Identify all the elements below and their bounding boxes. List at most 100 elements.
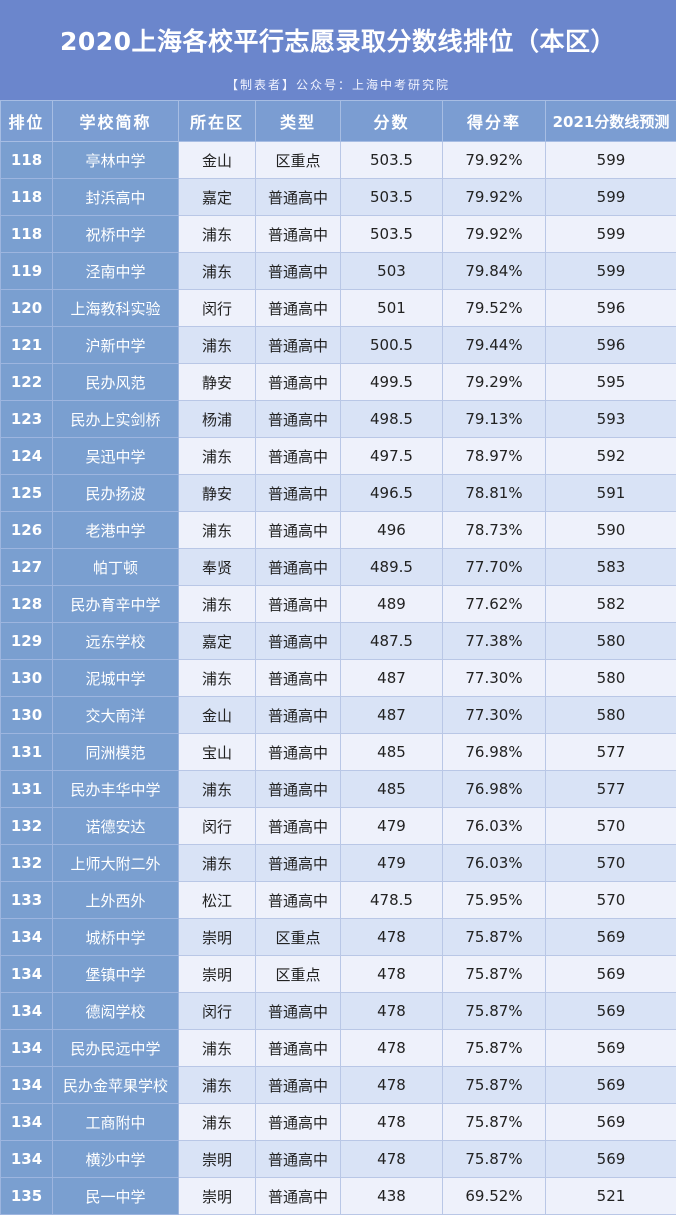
- rate-cell: 77.70%: [443, 549, 546, 586]
- type-cell: 普通高中: [256, 586, 341, 623]
- type-cell: 普通高中: [256, 253, 341, 290]
- type-cell: 普通高中: [256, 549, 341, 586]
- rate-cell: 79.29%: [443, 364, 546, 401]
- district-cell: 浦东: [179, 771, 256, 808]
- district-cell: 崇明: [179, 956, 256, 993]
- district-cell: 杨浦: [179, 401, 256, 438]
- district-cell: 静安: [179, 364, 256, 401]
- score-cell: 478.5: [341, 882, 443, 919]
- type-cell: 普通高中: [256, 438, 341, 475]
- rank-cell: 132: [1, 808, 53, 845]
- rate-cell: 75.87%: [443, 993, 546, 1030]
- type-cell: 区重点: [256, 919, 341, 956]
- score-cell: 478: [341, 1067, 443, 1104]
- prediction-cell: 580: [546, 697, 676, 734]
- type-cell: 普通高中: [256, 808, 341, 845]
- district-cell: 浦东: [179, 660, 256, 697]
- school-cell: 德闳学校: [53, 993, 179, 1030]
- prediction-cell: 577: [546, 771, 676, 808]
- rate-cell: 75.87%: [443, 1141, 546, 1178]
- score-cell: 489.5: [341, 549, 443, 586]
- school-cell: 民一中学: [53, 1178, 179, 1215]
- district-cell: 浦东: [179, 327, 256, 364]
- prediction-cell: 592: [546, 438, 676, 475]
- school-cell: 横沙中学: [53, 1141, 179, 1178]
- school-cell: 民办育辛中学: [53, 586, 179, 623]
- prediction-cell: 599: [546, 179, 676, 216]
- rate-cell: 78.97%: [443, 438, 546, 475]
- prediction-cell: 580: [546, 660, 676, 697]
- prediction-cell: 599: [546, 216, 676, 253]
- type-cell: 普通高中: [256, 771, 341, 808]
- rate-cell: 69.52%: [443, 1178, 546, 1215]
- district-cell: 浦东: [179, 845, 256, 882]
- type-cell: 普通高中: [256, 475, 341, 512]
- rank-cell: 118: [1, 179, 53, 216]
- page-subtitle: 【制表者】公众号：上海中考研究院: [0, 76, 676, 93]
- prediction-cell: 569: [546, 993, 676, 1030]
- district-cell: 金山: [179, 697, 256, 734]
- district-cell: 浦东: [179, 438, 256, 475]
- rate-cell: 77.38%: [443, 623, 546, 660]
- school-cell: 工商附中: [53, 1104, 179, 1141]
- rate-cell: 79.92%: [443, 142, 546, 179]
- prediction-cell: 596: [546, 290, 676, 327]
- district-cell: 崇明: [179, 1178, 256, 1215]
- rank-cell: 129: [1, 623, 53, 660]
- prediction-cell: 582: [546, 586, 676, 623]
- prediction-cell: 569: [546, 1141, 676, 1178]
- header-type: 类型: [256, 101, 341, 142]
- rank-cell: 134: [1, 993, 53, 1030]
- score-cell: 485: [341, 771, 443, 808]
- score-cell: 479: [341, 845, 443, 882]
- rank-cell: 134: [1, 1067, 53, 1104]
- score-cell: 478: [341, 919, 443, 956]
- rate-cell: 75.87%: [443, 956, 546, 993]
- district-cell: 嘉定: [179, 623, 256, 660]
- score-cell: 497.5: [341, 438, 443, 475]
- rank-cell: 134: [1, 1104, 53, 1141]
- header-district: 所在区: [179, 101, 256, 142]
- score-cell: 496: [341, 512, 443, 549]
- rank-cell: 134: [1, 1141, 53, 1178]
- school-cell: 亭林中学: [53, 142, 179, 179]
- rank-cell: 130: [1, 697, 53, 734]
- rate-cell: 78.73%: [443, 512, 546, 549]
- type-cell: 普通高中: [256, 882, 341, 919]
- rate-cell: 79.84%: [443, 253, 546, 290]
- prediction-cell: 569: [546, 956, 676, 993]
- school-cell: 帕丁顿: [53, 549, 179, 586]
- score-cell: 487.5: [341, 623, 443, 660]
- rate-cell: 75.95%: [443, 882, 546, 919]
- school-cell: 祝桥中学: [53, 216, 179, 253]
- district-cell: 金山: [179, 142, 256, 179]
- page-title: 2020上海各校平行志愿录取分数线排位（本区）: [0, 22, 676, 58]
- school-cell: 堡镇中学: [53, 956, 179, 993]
- prediction-cell: 580: [546, 623, 676, 660]
- school-cell: 交大南洋: [53, 697, 179, 734]
- prediction-cell: 521: [546, 1178, 676, 1215]
- score-cell: 478: [341, 993, 443, 1030]
- score-cell: 487: [341, 660, 443, 697]
- score-cell: 478: [341, 1030, 443, 1067]
- rank-cell: 134: [1, 956, 53, 993]
- rate-cell: 79.92%: [443, 179, 546, 216]
- type-cell: 区重点: [256, 956, 341, 993]
- school-cell: 诺德安达: [53, 808, 179, 845]
- district-cell: 闵行: [179, 290, 256, 327]
- school-cell: 民办风范: [53, 364, 179, 401]
- header-score: 分数: [341, 101, 443, 142]
- rank-cell: 125: [1, 475, 53, 512]
